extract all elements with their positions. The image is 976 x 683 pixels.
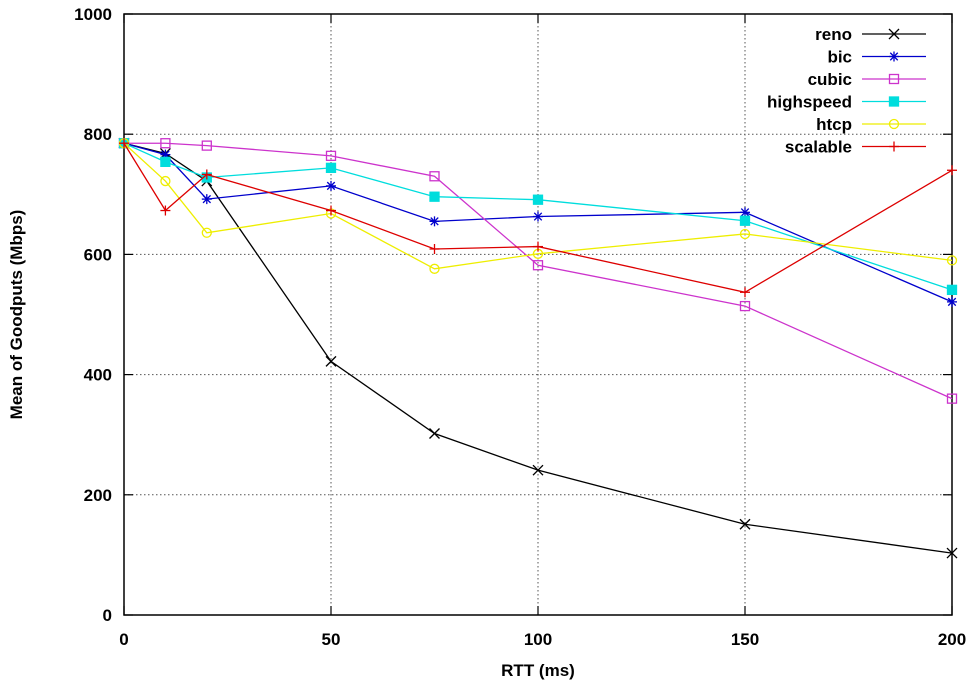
legend-item-scalable: scalable <box>785 138 926 157</box>
legend-item-bic: bic <box>827 48 926 67</box>
data-point <box>201 194 212 205</box>
data-point <box>946 284 958 296</box>
data-point <box>946 255 958 266</box>
legend-label: scalable <box>785 138 852 157</box>
series-line <box>123 142 953 303</box>
data-point <box>888 28 900 40</box>
x-tick-label: 0 <box>119 630 128 649</box>
legend-label: cubic <box>808 70 852 89</box>
series-line <box>123 142 953 270</box>
data-point <box>325 355 337 367</box>
x-tick-label: 150 <box>731 630 759 649</box>
x-tick-label: 100 <box>524 630 552 649</box>
data-point <box>888 96 900 107</box>
y-tick-label: 400 <box>84 366 112 385</box>
data-point <box>201 140 212 151</box>
legend-item-highspeed: highspeed <box>767 93 926 112</box>
data-point <box>326 205 336 216</box>
series-line <box>123 142 953 554</box>
series-scalable <box>119 138 957 298</box>
data-point <box>739 518 751 530</box>
axis-ticks: 0 200 400 600 800 1000 0 50 100 150 200 <box>74 5 966 649</box>
data-point <box>201 227 212 238</box>
data-point <box>325 150 337 161</box>
data-point <box>429 191 440 202</box>
legend: reno bic cubic highspeed htcp scalable <box>767 25 926 157</box>
data-point <box>325 162 337 174</box>
data-point <box>888 118 900 130</box>
data-point <box>740 287 750 298</box>
data-point <box>889 51 899 62</box>
legend-label: bic <box>827 48 852 67</box>
data-point <box>429 216 440 227</box>
grid <box>124 14 952 615</box>
series-line <box>124 142 953 400</box>
data-point <box>326 180 336 191</box>
data-point <box>947 165 957 176</box>
data-point <box>739 300 751 312</box>
y-tick-label: 800 <box>84 125 112 144</box>
y-tick-label: 600 <box>84 245 112 264</box>
data-point <box>160 156 171 167</box>
data-point <box>429 428 440 439</box>
data-point <box>160 175 171 187</box>
series-group <box>118 137 958 559</box>
data-point <box>429 171 440 182</box>
data-point <box>532 260 544 271</box>
data-point <box>533 241 543 252</box>
legend-item-reno: reno <box>815 25 926 44</box>
data-point <box>119 138 129 149</box>
data-point <box>947 296 957 307</box>
x-tick-label: 50 <box>322 630 341 649</box>
data-point <box>739 215 751 226</box>
legend-item-cubic: cubic <box>808 70 926 89</box>
x-axis-label: RTT (ms) <box>501 661 575 680</box>
data-point <box>739 228 751 240</box>
y-tick-label: 200 <box>84 486 112 505</box>
data-point <box>533 211 543 222</box>
data-point <box>429 263 440 274</box>
data-point <box>201 169 212 180</box>
data-point <box>888 73 900 85</box>
y-tick-label: 0 <box>103 606 112 625</box>
data-point <box>532 194 544 205</box>
data-point <box>889 141 899 152</box>
data-point <box>946 547 958 559</box>
data-point <box>160 138 171 149</box>
legend-label: reno <box>815 25 852 44</box>
data-point <box>160 205 171 216</box>
data-point <box>429 243 440 254</box>
legend-item-htcp: htcp <box>816 115 926 134</box>
data-point <box>946 393 958 404</box>
y-tick-label: 1000 <box>74 5 112 24</box>
legend-label: highspeed <box>767 93 852 112</box>
legend-label: htcp <box>816 115 852 134</box>
series-line <box>123 142 953 291</box>
data-point <box>532 464 544 476</box>
x-tick-label: 200 <box>938 630 966 649</box>
series-line <box>123 142 953 293</box>
y-axis-label: Mean of Goodputs (Mbps) <box>7 210 26 420</box>
